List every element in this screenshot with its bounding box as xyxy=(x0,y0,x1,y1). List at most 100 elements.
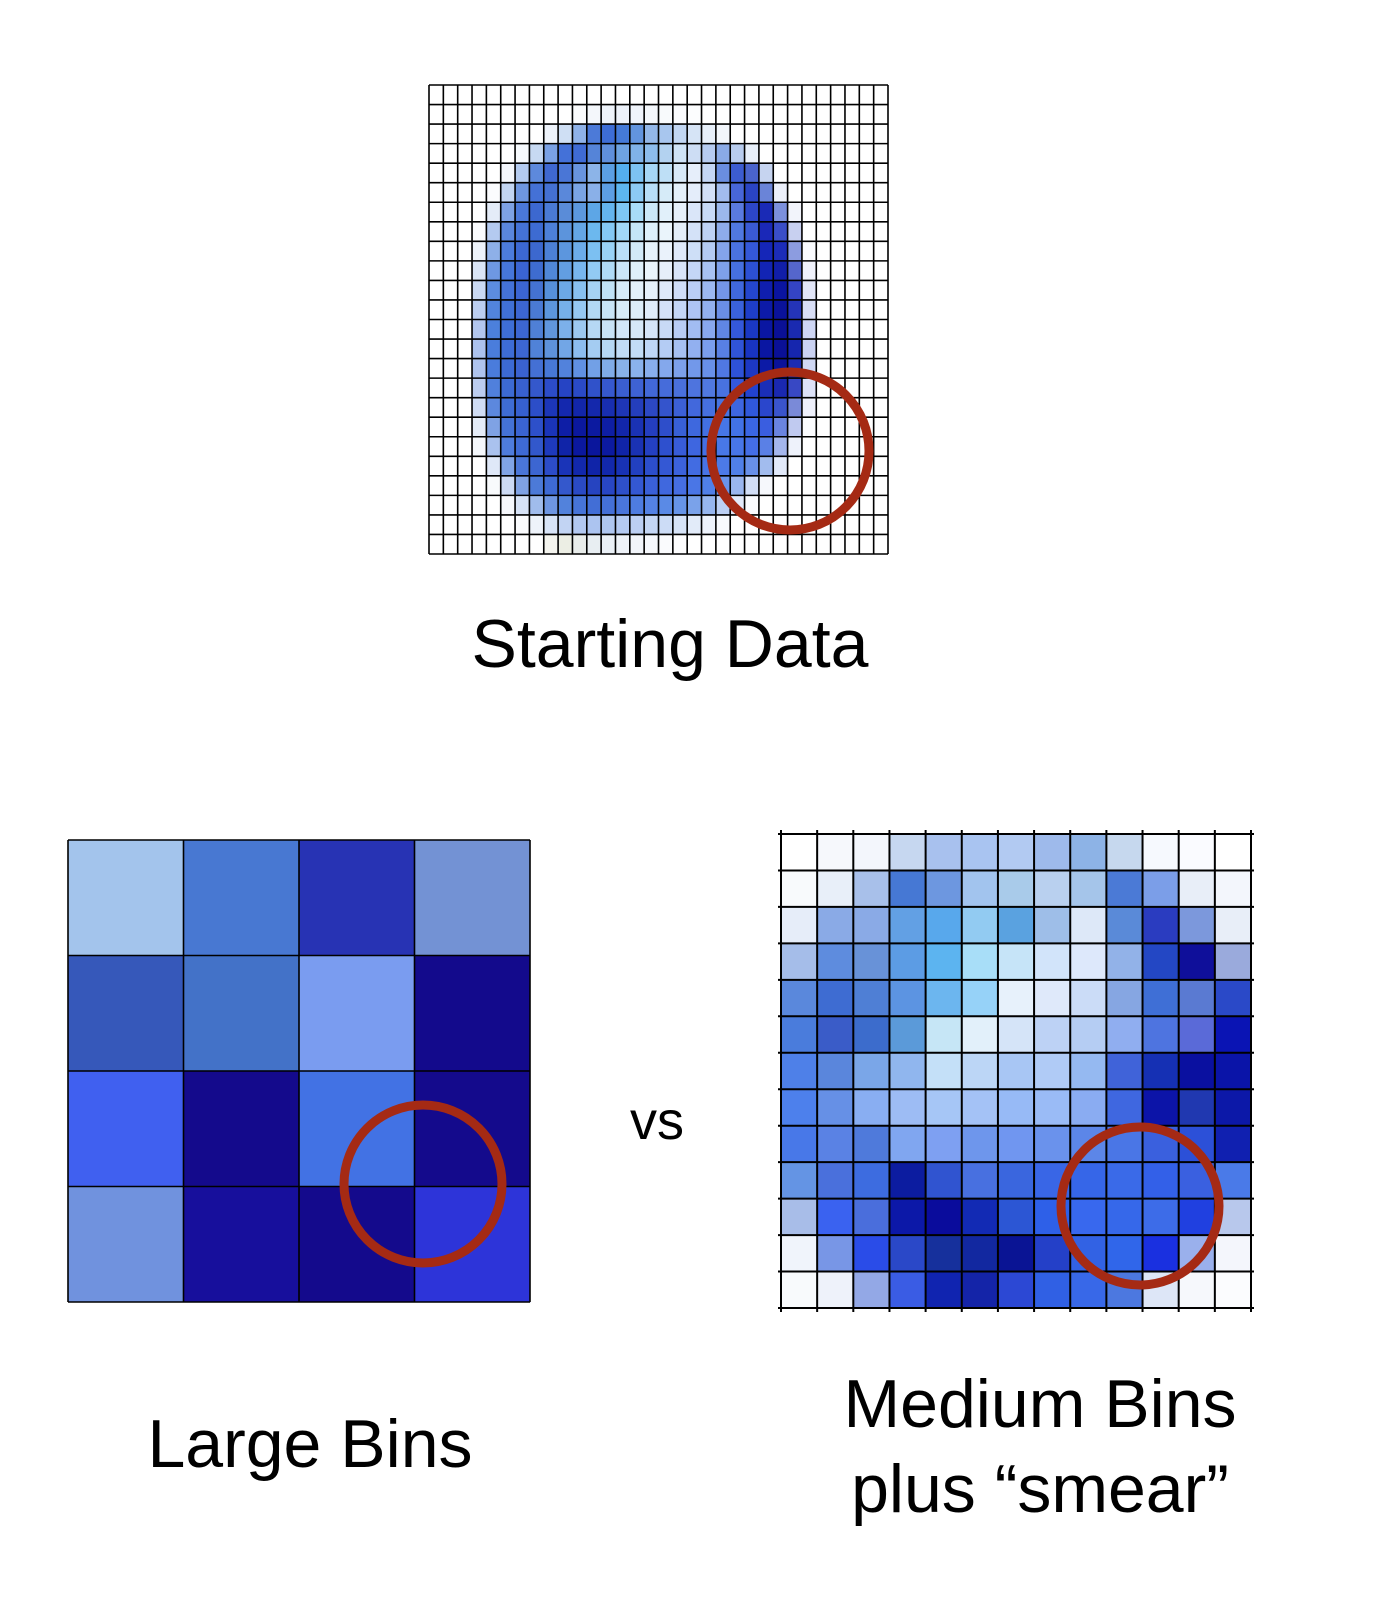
starting-data-cell xyxy=(457,495,473,516)
starting-data-cell xyxy=(787,104,803,125)
medium-bins-cell xyxy=(1106,870,1143,908)
starting-data-cell xyxy=(658,319,674,340)
starting-data-cell xyxy=(472,163,487,184)
starting-data-cell xyxy=(515,397,530,418)
medium-bins-cell xyxy=(997,1125,1035,1163)
medium-bins-cell xyxy=(1178,979,1216,1017)
starting-data-cell xyxy=(873,534,889,555)
starting-data-cell xyxy=(443,260,458,281)
starting-data-cell xyxy=(672,514,688,535)
starting-data-cell xyxy=(744,495,760,516)
starting-data-cell xyxy=(629,514,645,535)
medium-bins-cell xyxy=(1214,943,1252,981)
starting-data-cell xyxy=(429,143,444,164)
starting-data-cell xyxy=(472,299,487,320)
medium-bins-cell xyxy=(1070,979,1107,1017)
starting-data-cell xyxy=(615,221,631,242)
starting-data-cell xyxy=(515,143,530,164)
starting-data-cell xyxy=(572,299,588,320)
medium-bins-cell xyxy=(1214,834,1252,871)
medium-bins-cell xyxy=(1214,870,1252,908)
large-bins-caption: Large Bins xyxy=(147,1406,473,1482)
starting-data-cell xyxy=(443,163,458,184)
starting-data-cell xyxy=(644,143,659,164)
starting-data-cell xyxy=(830,534,846,555)
starting-data-cell xyxy=(730,299,745,320)
starting-data-cell xyxy=(586,104,602,125)
starting-data-cell xyxy=(715,202,731,223)
starting-data-cell xyxy=(529,221,545,242)
starting-data-cell xyxy=(443,124,458,144)
starting-data-cell xyxy=(744,260,760,281)
starting-data-cell xyxy=(615,378,631,398)
starting-data-cell xyxy=(859,143,874,164)
starting-data-cell xyxy=(486,339,502,359)
starting-data-cell xyxy=(572,280,588,301)
starting-data-cell xyxy=(629,241,645,262)
starting-data-cell xyxy=(687,475,702,496)
starting-data-cell xyxy=(744,456,760,477)
starting-data-cell xyxy=(844,456,860,477)
starting-data-cell xyxy=(457,514,473,535)
medium-bins-grid xyxy=(778,828,1254,1312)
starting-data-cell xyxy=(701,182,717,203)
starting-data-cell xyxy=(586,143,602,164)
starting-data-cell xyxy=(672,475,688,496)
starting-data-cell xyxy=(644,378,659,398)
starting-data-cell xyxy=(472,143,487,164)
starting-data-cell xyxy=(873,221,889,242)
starting-data-cell xyxy=(844,202,860,223)
starting-data-cell xyxy=(715,241,731,262)
starting-data-cell xyxy=(701,514,717,535)
starting-data-cell xyxy=(615,280,631,301)
starting-data-cell xyxy=(773,397,788,418)
medium-bins-cell xyxy=(1214,1125,1252,1163)
medium-bins-cell xyxy=(817,1235,854,1272)
starting-data-cell xyxy=(844,534,860,555)
starting-data-cell xyxy=(515,104,530,125)
starting-data-cell xyxy=(758,436,774,457)
medium-bins-cell xyxy=(1106,1016,1143,1054)
starting-data-cell xyxy=(629,456,645,477)
medium-bins-cell xyxy=(853,943,890,981)
starting-data-cell xyxy=(844,299,860,320)
starting-data-cell xyxy=(672,319,688,340)
starting-data-cell xyxy=(500,241,516,262)
starting-data-cell xyxy=(859,260,874,281)
starting-data-cell xyxy=(543,436,559,457)
starting-data-cell xyxy=(816,436,831,457)
starting-data-cell xyxy=(730,124,745,144)
starting-data-cell xyxy=(744,339,760,359)
starting-data-cell xyxy=(486,319,502,340)
medium-bins-cell xyxy=(853,906,890,944)
medium-bins-cell xyxy=(817,906,854,944)
starting-data-cell xyxy=(472,85,487,105)
starting-data-cell xyxy=(687,202,702,223)
starting-data-cell xyxy=(730,514,745,535)
medium-bins-caption: Medium Bins plus “smear” xyxy=(780,1362,1300,1532)
starting-data-cell xyxy=(730,358,745,379)
medium-bins-cell xyxy=(1178,943,1216,981)
starting-data-cell xyxy=(586,534,602,555)
medium-bins-cell xyxy=(1142,1162,1179,1199)
medium-bins-cell xyxy=(889,834,926,871)
starting-data-cell xyxy=(472,202,487,223)
starting-data-cell xyxy=(515,319,530,340)
starting-data-cell xyxy=(859,241,874,262)
starting-data-cell xyxy=(572,358,588,379)
starting-data-cell xyxy=(744,85,760,105)
starting-data-cell xyxy=(873,163,889,184)
starting-data-cell xyxy=(859,339,874,359)
starting-data-cell xyxy=(644,280,659,301)
starting-data-cell xyxy=(515,260,530,281)
starting-data-cell xyxy=(515,378,530,398)
starting-data-cell xyxy=(486,436,502,457)
starting-data-cell xyxy=(672,260,688,281)
highlight-circle xyxy=(1056,1122,1224,1290)
starting-data-cell xyxy=(572,397,588,418)
starting-data-cell xyxy=(830,456,846,477)
starting-data-cell xyxy=(744,280,760,301)
starting-data-cell xyxy=(873,124,889,144)
starting-data-cell xyxy=(715,163,731,184)
starting-data-cell xyxy=(730,417,745,438)
